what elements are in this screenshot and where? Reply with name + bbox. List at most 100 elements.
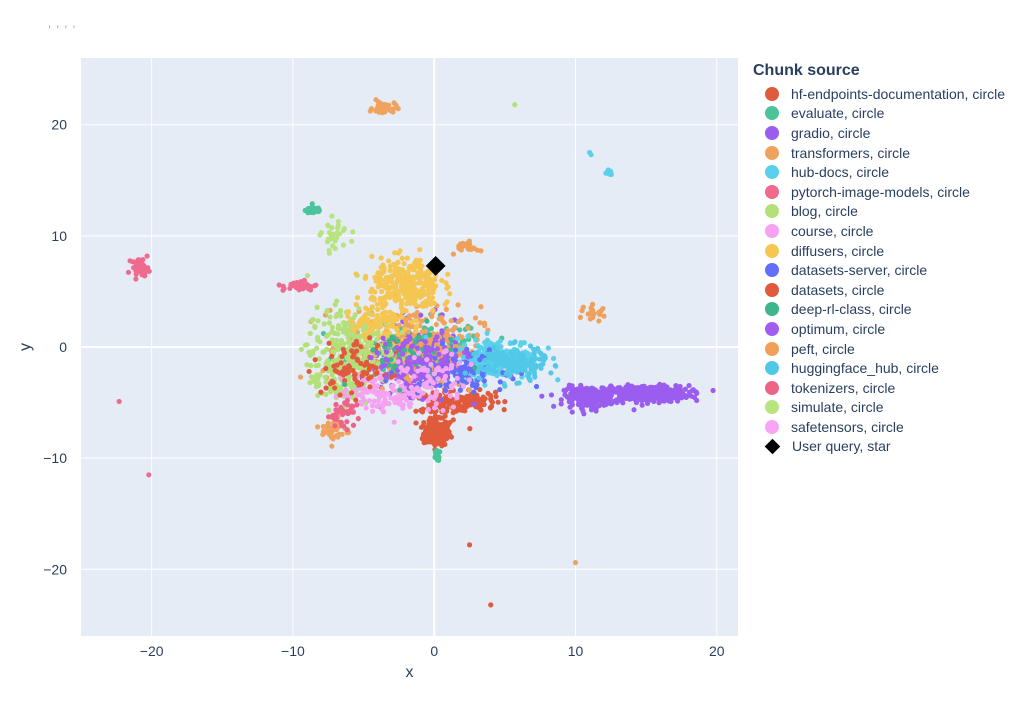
data-point[interactable]: [441, 349, 447, 355]
data-point[interactable]: [358, 360, 364, 366]
data-point[interactable]: [432, 336, 439, 342]
data-point[interactable]: [596, 318, 602, 324]
data-point[interactable]: [620, 400, 626, 406]
data-point[interactable]: [507, 373, 513, 379]
data-point[interactable]: [454, 335, 461, 342]
data-point[interactable]: [309, 201, 315, 207]
data-point[interactable]: [366, 342, 373, 348]
data-point[interactable]: [447, 432, 453, 438]
data-point[interactable]: [297, 374, 304, 380]
data-point[interactable]: [411, 394, 417, 400]
data-point[interactable]: [533, 363, 539, 369]
data-point[interactable]: [400, 351, 406, 357]
data-point[interactable]: [315, 208, 321, 215]
data-point[interactable]: [332, 238, 338, 244]
data-point[interactable]: [359, 319, 365, 326]
data-point[interactable]: [144, 253, 150, 259]
data-point[interactable]: [424, 346, 430, 352]
data-point[interactable]: [404, 291, 410, 297]
data-point[interactable]: [510, 367, 516, 374]
data-point[interactable]: [368, 355, 374, 361]
user-query-point[interactable]: [425, 255, 446, 276]
data-point[interactable]: [314, 304, 320, 310]
data-point[interactable]: [391, 419, 397, 425]
data-point[interactable]: [378, 278, 384, 284]
data-point[interactable]: [349, 327, 356, 333]
data-point[interactable]: [540, 361, 546, 367]
data-point[interactable]: [445, 327, 451, 334]
data-point[interactable]: [440, 407, 446, 414]
data-point[interactable]: [474, 247, 480, 253]
data-point[interactable]: [439, 368, 446, 374]
data-point[interactable]: [487, 405, 494, 411]
data-point[interactable]: [333, 337, 340, 343]
data-point[interactable]: [493, 369, 499, 375]
data-point[interactable]: [418, 407, 424, 413]
data-point[interactable]: [310, 316, 316, 323]
data-point[interactable]: [442, 301, 448, 307]
data-point[interactable]: [396, 392, 402, 398]
data-point[interactable]: [495, 352, 502, 358]
data-point[interactable]: [394, 326, 400, 332]
data-point[interactable]: [433, 321, 439, 328]
data-point[interactable]: [402, 326, 408, 332]
data-point[interactable]: [280, 287, 286, 293]
data-point[interactable]: [491, 352, 497, 359]
data-point[interactable]: [479, 370, 485, 377]
data-point[interactable]: [378, 255, 384, 261]
data-point[interactable]: [677, 383, 683, 390]
data-point[interactable]: [485, 366, 492, 372]
data-point[interactable]: [376, 394, 383, 400]
data-point[interactable]: [313, 373, 319, 379]
data-point[interactable]: [332, 385, 338, 391]
data-point[interactable]: [413, 274, 419, 280]
data-point[interactable]: [601, 313, 607, 319]
data-point[interactable]: [485, 351, 491, 357]
data-point[interactable]: [580, 304, 586, 310]
data-point[interactable]: [601, 402, 607, 408]
data-point[interactable]: [413, 328, 419, 334]
data-point[interactable]: [329, 337, 335, 343]
data-point[interactable]: [428, 361, 434, 368]
data-point[interactable]: [291, 282, 297, 289]
data-point[interactable]: [481, 378, 487, 384]
data-point[interactable]: [454, 375, 460, 381]
data-point[interactable]: [362, 352, 369, 359]
data-point[interactable]: [394, 260, 400, 266]
data-point[interactable]: [621, 394, 627, 400]
data-point[interactable]: [335, 331, 341, 337]
data-point[interactable]: [388, 384, 395, 390]
data-point[interactable]: [326, 340, 332, 346]
data-point[interactable]: [419, 436, 425, 442]
data-point[interactable]: [391, 363, 397, 369]
data-point[interactable]: [381, 390, 387, 396]
data-point[interactable]: [419, 263, 425, 269]
data-point[interactable]: [436, 371, 442, 377]
data-point[interactable]: [415, 350, 422, 356]
data-point[interactable]: [442, 429, 448, 436]
data-point[interactable]: [338, 313, 344, 319]
data-point[interactable]: [467, 402, 473, 408]
data-point[interactable]: [593, 405, 599, 411]
data-point[interactable]: [432, 277, 438, 283]
data-point[interactable]: [302, 207, 308, 214]
data-point[interactable]: [467, 387, 473, 393]
data-point[interactable]: [428, 428, 434, 435]
data-point[interactable]: [433, 342, 440, 348]
data-point[interactable]: [337, 384, 344, 390]
data-point[interactable]: [448, 336, 454, 342]
data-point[interactable]: [315, 362, 321, 368]
data-point[interactable]: [380, 311, 386, 317]
data-point[interactable]: [336, 408, 342, 414]
data-point[interactable]: [379, 270, 385, 276]
data-point[interactable]: [447, 398, 453, 404]
data-point[interactable]: [482, 346, 488, 352]
data-point[interactable]: [512, 102, 518, 108]
data-point[interactable]: [482, 382, 488, 388]
data-point[interactable]: [444, 285, 450, 291]
data-point[interactable]: [432, 413, 438, 419]
data-point[interactable]: [399, 255, 405, 261]
data-point[interactable]: [388, 323, 394, 329]
data-point[interactable]: [614, 399, 620, 406]
data-point[interactable]: [444, 405, 450, 411]
